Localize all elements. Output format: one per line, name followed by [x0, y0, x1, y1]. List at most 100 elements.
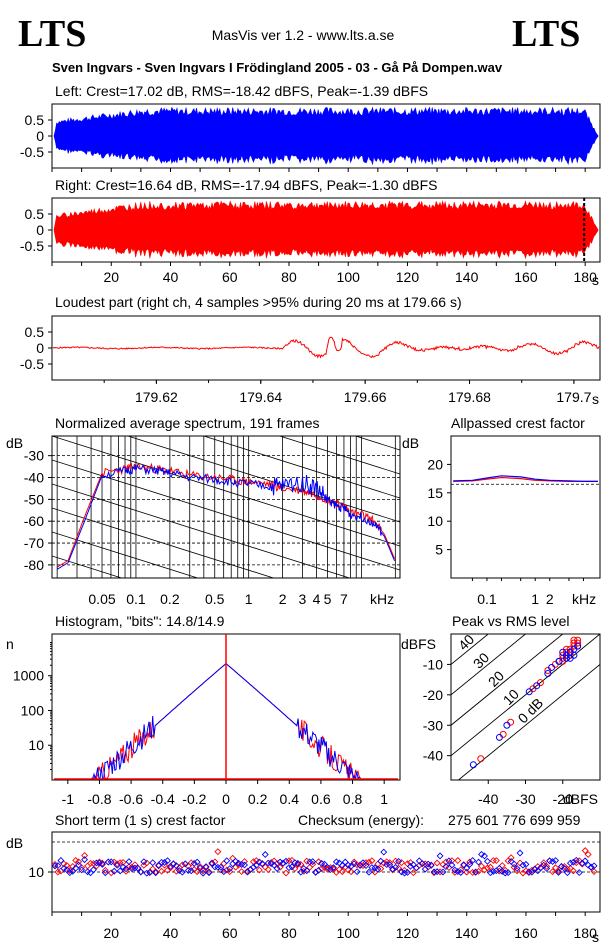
spectrum-diag — [52, 531, 199, 578]
stcrest-point-blue — [353, 868, 361, 876]
stcrest-point-blue — [318, 859, 326, 867]
spectrum-diag — [278, 436, 400, 475]
stcrest-point-blue — [149, 859, 157, 867]
histogram-ytick-label: 10 — [28, 737, 44, 753]
stcrest-point-red — [252, 857, 260, 865]
spectrum-ytick-label: -60 — [24, 513, 44, 529]
peakrms-xlabel: dBFS — [563, 791, 598, 807]
peakrms-point-blue — [559, 648, 567, 656]
stcrest-point-red — [318, 865, 326, 873]
loudest-ytick-label: 0 — [36, 340, 44, 356]
stcrest-point-red — [244, 867, 251, 875]
peakrms-xtick-label: -30 — [515, 791, 535, 807]
stcrest-point-blue — [427, 861, 435, 869]
histogram-xtick-label: 0.2 — [248, 791, 268, 807]
stcrest-point-blue — [101, 869, 109, 877]
right-xtick-label: 80 — [281, 269, 297, 285]
peakrms-point-blue — [574, 642, 582, 650]
stcrest-point-red — [69, 862, 77, 870]
stcrest-point-blue — [208, 859, 216, 867]
loudest-line — [52, 336, 600, 359]
right-xtick-label: 20 — [103, 269, 119, 285]
stcrest-point-red — [51, 860, 59, 868]
stcrest-point-blue — [122, 865, 130, 873]
stcrest-point-red — [54, 868, 62, 876]
stcrest-point-red — [223, 866, 231, 874]
stcrest-point-blue — [466, 860, 474, 868]
spectrum-xunit: kHz — [370, 591, 394, 607]
stcrest-point-blue — [421, 865, 429, 873]
stcrest-point-blue — [276, 858, 284, 866]
stcrest-point-red — [196, 863, 204, 871]
stcrest-point-red — [291, 865, 299, 873]
spectrum-ytick-label: -50 — [24, 491, 44, 507]
stcrest-point-blue — [451, 866, 459, 874]
stcrest-point-blue — [516, 849, 524, 857]
stcrest-point-blue — [389, 865, 397, 873]
stcrest-xtick-label: 40 — [163, 925, 179, 941]
stcrest-point-blue — [175, 867, 183, 874]
stcrest-point-blue — [261, 851, 269, 858]
loudest-xtick-label: 179.7 — [556, 389, 591, 405]
stcrest-point-blue — [560, 864, 568, 872]
stcrest-point-blue — [164, 857, 171, 865]
stcrest-point-red — [264, 866, 272, 873]
stcrest-point-blue — [57, 857, 65, 864]
spectrum-diag — [52, 316, 400, 426]
stcrest-point-red — [555, 867, 562, 875]
right-xtick-label: 100 — [337, 269, 361, 285]
peakrms-point-red — [477, 755, 485, 763]
spectrum-diag — [52, 436, 400, 547]
stcrest-point-blue — [288, 863, 296, 871]
stcrest-point-blue — [75, 861, 83, 869]
checksum-value: 275 601 776 699 959 — [448, 812, 581, 828]
stcrest-point-blue — [326, 866, 334, 874]
stcrest-point-blue — [469, 857, 477, 864]
stcrest-point-red — [433, 859, 441, 867]
stcrest-point-blue — [134, 864, 142, 872]
stcrest-point-red — [398, 859, 405, 867]
peakrms-point-blue — [555, 657, 563, 665]
spectrum-series-blue — [56, 464, 396, 570]
stcrest-point-blue — [531, 865, 539, 873]
stcrest-point-blue — [294, 859, 302, 867]
stcrest-point-blue — [475, 858, 483, 866]
stcrest-point-blue — [395, 857, 403, 865]
stcrest-point-red — [386, 859, 394, 867]
stcrest-point-red — [463, 868, 471, 876]
stcrest-point-blue — [572, 856, 580, 864]
peakrms-xtick-label: -40 — [478, 791, 498, 807]
stcrest-xunit: s — [592, 929, 599, 945]
stcrest-point-red — [581, 847, 589, 855]
stcrest-point-blue — [226, 865, 234, 873]
stcrest-point-blue — [196, 864, 204, 872]
peakrms-point-blue — [469, 761, 477, 769]
stcrest-point-blue — [258, 860, 266, 868]
peakrms-point-blue — [548, 663, 556, 671]
stcrest-point-blue — [113, 861, 121, 869]
stcrest-point-blue — [81, 856, 89, 864]
spectrum-xtick-label: 0.5 — [205, 591, 225, 607]
stcrest-point-red — [255, 866, 263, 874]
peakrms-ytick-label: -30 — [423, 717, 443, 733]
stcrest-point-blue — [489, 867, 497, 875]
stcrest-point-blue — [329, 864, 337, 872]
stcrest-point-blue — [252, 861, 260, 869]
allpass-ytick-label: 20 — [427, 456, 443, 472]
stcrest-point-blue — [84, 868, 92, 876]
stcrest-point-red — [481, 866, 488, 874]
allpass-xtick-label: 1 — [531, 591, 539, 607]
stcrest-point-red — [249, 858, 257, 866]
stcrest-point-blue — [581, 857, 589, 865]
stcrest-xtick-label: 80 — [281, 925, 297, 941]
right-title: Right: Crest=16.64 dB, RMS=-17.94 dBFS, … — [55, 177, 437, 193]
stcrest-point-blue — [223, 857, 231, 865]
logo-left: LTS — [18, 13, 86, 55]
right-ytick-label: 0 — [36, 222, 44, 238]
spectrum-ytick-label: -40 — [24, 470, 44, 486]
peakrms-diag-label: 20 — [485, 667, 507, 689]
peakrms-point-blue — [544, 670, 552, 678]
spectrum-xtick-label: 3 — [299, 591, 307, 607]
peakrms-diag — [457, 663, 600, 780]
stcrest-point-blue — [107, 858, 115, 866]
